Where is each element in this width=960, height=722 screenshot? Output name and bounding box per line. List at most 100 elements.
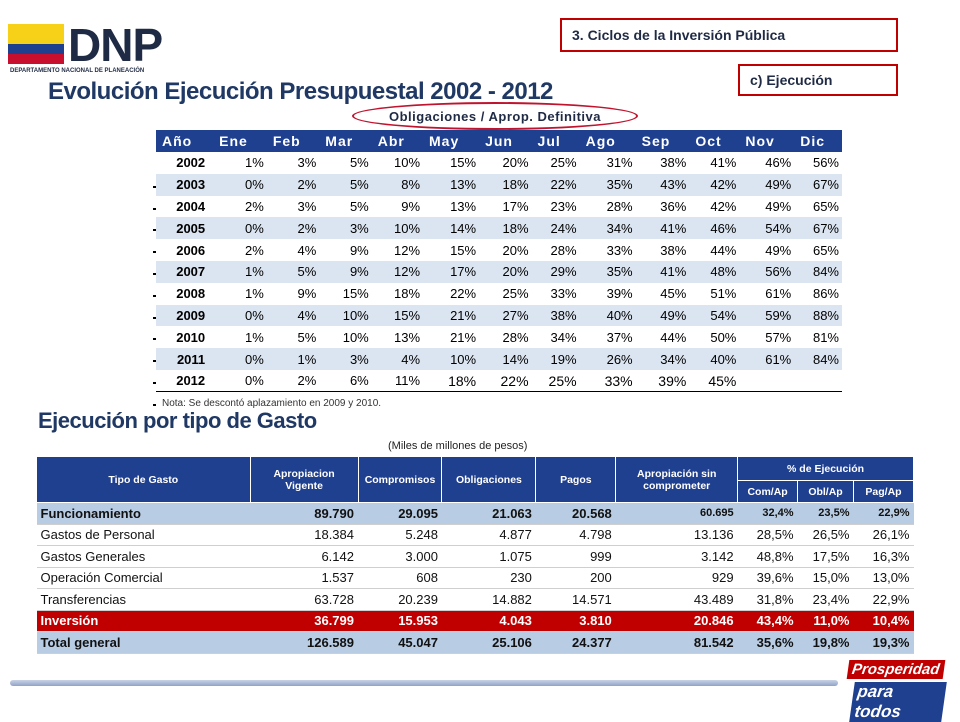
header-cell: Ene xyxy=(213,130,267,152)
value-cell: 57% xyxy=(765,329,792,345)
expense-value-cell: 48,8% xyxy=(737,545,798,568)
value-cell: 27% xyxy=(479,304,532,327)
header-cell: May xyxy=(423,130,480,152)
expense-value-cell: 5.248 xyxy=(358,524,442,546)
row-tick-mark xyxy=(153,229,156,232)
year-cell: 2007 xyxy=(156,260,214,283)
value-cell: 0% xyxy=(213,217,267,240)
footer-logo-line2: para todos xyxy=(849,682,947,722)
value-cell: 1% xyxy=(245,329,264,345)
header-com-ap: Com/Ap xyxy=(737,480,799,503)
value-cell: 13% xyxy=(393,329,421,345)
row-tick-mark xyxy=(153,273,156,275)
value-cell: 28% xyxy=(606,198,633,214)
value-cell: 28% xyxy=(502,329,529,345)
table-row: 2002 1% 3% 5% 10% 15% 20% 25% 31% 38% 41% 46% 56% xyxy=(156,152,842,174)
expense-value-cell: 43.489 xyxy=(615,588,738,611)
table-row: 2007 1% 5% 9% 12% 17% 20% 29% 35% 41% 48% 56% 84% xyxy=(156,260,842,283)
value-cell: 40% xyxy=(689,348,740,370)
expense-value-cell: 230 xyxy=(441,567,536,589)
expense-value-cell: 4.043 xyxy=(441,610,536,632)
expense-value-cell: 32,4% xyxy=(737,502,798,525)
year-cell: 2006 xyxy=(176,242,206,258)
value-cell: 15% xyxy=(450,155,477,171)
value-cell: 25% xyxy=(531,369,580,393)
value-cell: 4% xyxy=(371,348,424,370)
value-cell: 1% xyxy=(245,286,264,302)
expense-value-cell: 21.063 xyxy=(441,502,536,525)
expense-value-cell: 31,8% xyxy=(737,588,798,611)
value-cell: 29% xyxy=(531,260,580,283)
value-cell: 33% xyxy=(606,242,633,258)
expense-value-cell: 608 xyxy=(358,567,442,589)
table-row: 2011 0% 1% 3% 4% 10% 14% 19% 26% 34% 40% 61% 84% xyxy=(156,348,842,370)
value-cell: 46% xyxy=(689,217,740,240)
year-cell: 2011 xyxy=(156,348,214,370)
value-cell: 14% xyxy=(479,348,532,370)
expense-value-cell: 15.953 xyxy=(358,610,442,632)
oval-highlight xyxy=(352,102,638,130)
dnp-logo: DNP DEPARTAMENTO NACIONAL DE PLANEACIÓN xyxy=(8,18,183,76)
value-cell: 42% xyxy=(689,173,740,196)
value-cell: 2% xyxy=(245,242,264,258)
year-cell: 2003 xyxy=(156,173,214,196)
value-cell: 2% xyxy=(266,217,320,240)
expense-value-cell: 18.384 xyxy=(250,524,358,546)
value-cell: 10% xyxy=(393,155,421,171)
value-cell: 4% xyxy=(266,304,320,327)
value-cell: 86% xyxy=(812,286,839,302)
value-cell: 1% xyxy=(245,155,264,171)
value-cell: 39% xyxy=(606,286,633,302)
header-sin-comprometer: Apropiación sin comprometer xyxy=(615,456,739,503)
value-cell: 49% xyxy=(765,242,792,258)
expense-value-cell: 39,6% xyxy=(737,567,798,589)
value-cell: 25% xyxy=(550,155,577,171)
value-cell: 20% xyxy=(502,155,529,171)
header-cell: Sep xyxy=(635,130,690,152)
table-row: 2010 1% 5% 10% 13% 21% 28% 34% 37% 44% 50% 57% 81% xyxy=(156,326,842,348)
value-cell: 18% xyxy=(393,286,421,302)
value-cell: 15% xyxy=(342,286,369,302)
page-title: Evolución Ejecución Presupuestal 2002 - … xyxy=(48,78,553,105)
expense-value-cell: 13,0% xyxy=(853,567,914,589)
row-tick-mark xyxy=(153,338,156,341)
expense-value-cell: 26,1% xyxy=(853,524,914,546)
expense-value-cell: 26,5% xyxy=(797,524,854,546)
header-tipo: Tipo de Gasto xyxy=(36,456,251,503)
value-cell: 9% xyxy=(297,286,317,302)
value-cell: 36% xyxy=(660,198,687,214)
header-cell: Nov xyxy=(739,130,795,152)
value-cell: 3% xyxy=(297,155,317,171)
table-row: 2008 1% 9% 15% 18% 22% 25% 33% 39% 45% 51% 61% 86% xyxy=(156,283,842,305)
value-cell: 84% xyxy=(794,260,842,283)
value-cell: 5% xyxy=(319,173,372,196)
value-cell: 3% xyxy=(319,348,372,370)
header-cell: Ago xyxy=(579,130,636,152)
row-tick-mark xyxy=(153,185,156,188)
year-cell: 2009 xyxy=(156,304,214,327)
table-row: 2005 0% 2% 3% 10% 14% 18% 24% 34% 41% 46% 54% 67% xyxy=(156,217,842,240)
expense-value-cell: 19,8% xyxy=(797,631,854,654)
expense-value-cell: 4.877 xyxy=(441,524,536,546)
value-cell: 15% xyxy=(371,304,424,327)
header-sin-l2: comprometer xyxy=(643,479,711,492)
header-apropiacion: Apropiacion Vigente xyxy=(249,456,359,503)
value-cell: 50% xyxy=(710,329,737,345)
table-row: Operación Comercial 1.537 608 230 200 929 39,6… xyxy=(36,567,914,589)
expense-label-cell: Funcionamiento xyxy=(36,502,251,525)
value-cell: 2% xyxy=(266,173,320,196)
value-cell: 10% xyxy=(342,329,369,345)
value-cell: 40% xyxy=(579,304,636,327)
expense-value-cell: 17,5% xyxy=(797,545,854,568)
value-cell: 1% xyxy=(213,260,267,283)
expense-value-cell: 6.142 xyxy=(250,545,358,568)
value-cell: 35% xyxy=(579,260,636,283)
table-row: 2012 0% 2% 6% 11% 18% 22% 25% 33% 39% 45% xyxy=(156,369,842,393)
value-cell: 9% xyxy=(319,260,372,283)
value-cell: 13% xyxy=(423,173,480,196)
table-row: 2006 2% 4% 9% 12% 15% 20% 28% 33% 38% 44% 49% 65% xyxy=(156,239,842,261)
table-row: Gastos de Personal 18.384 5.248 4.877 4.798 1… xyxy=(36,524,914,546)
expense-value-cell: 1.537 xyxy=(250,567,358,589)
value-cell: 49% xyxy=(635,304,690,327)
expense-value-cell: 3.000 xyxy=(358,545,442,568)
